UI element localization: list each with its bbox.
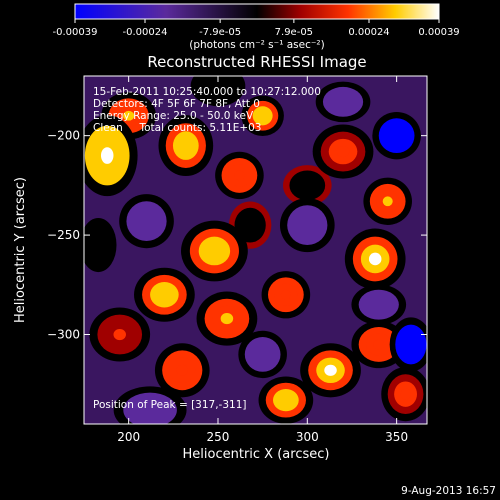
colorbar <box>74 3 440 20</box>
x-tick-label: 350 <box>385 430 408 444</box>
heatmap-source <box>234 170 245 181</box>
heatmap-negative-region <box>378 118 415 154</box>
peak-position-label: Position of Peak = [317,-311] <box>93 399 247 411</box>
x-axis-ticks: 200 250 300 350 <box>117 76 408 444</box>
heatmap-source <box>382 196 393 207</box>
heatmap-source <box>123 110 135 121</box>
heatmap-negative-region <box>84 225 112 265</box>
y-tick-label: −200 <box>47 129 80 143</box>
heatmap-negative-region <box>287 205 328 246</box>
heatmap-negative-region <box>322 86 364 117</box>
y-axis-label: Heliocentric Y (arcsec) <box>13 177 28 323</box>
x-tick-label: 300 <box>296 430 319 444</box>
heatmap-source <box>368 252 382 266</box>
heatmap-source <box>176 364 188 376</box>
heatmap-source <box>336 145 350 158</box>
heatmap-source <box>280 395 292 406</box>
heatmap-source <box>400 388 411 400</box>
colorbar-tick-label: 0.00039 <box>418 27 459 38</box>
heatmap-negative-region <box>289 170 326 201</box>
heatmap-negative-region <box>197 76 239 101</box>
heatmap-source <box>113 328 126 341</box>
annotation-clean: Clean Total counts: 5.11E+03 <box>93 122 262 134</box>
colorbar-tick-label: -7.9e-05 <box>199 27 241 38</box>
heatmap-source <box>180 139 192 152</box>
colorbar-ticks: -0.00039 -0.00024 -7.9e-05 7.9e-05 0.00024 0.… <box>53 19 460 38</box>
heatmap-source <box>373 339 385 350</box>
plot-frame <box>83 75 428 425</box>
heatmap-negative-region <box>234 207 266 243</box>
heatmap-source <box>207 244 222 258</box>
x-axis-label: Heliocentric X (arcsec) <box>183 447 330 462</box>
heatmap-source <box>258 111 268 120</box>
annotation-time: 15-Feb-2011 10:25:40.000 to 10:27:12.000 <box>93 86 321 98</box>
heatmap-source <box>324 364 337 376</box>
annotation-detectors: Detectors: 4F 5F 6F 7F 8F, Att 0 <box>93 98 260 110</box>
heatmap-negative-region <box>395 324 427 365</box>
colorbar-tick-label: 0.00024 <box>348 27 389 38</box>
heatmap-source <box>100 147 114 164</box>
heatmap-negative-region <box>126 201 167 242</box>
chart-title: Reconstructed RHESSI Image <box>147 53 366 71</box>
footer-date: 9-Aug-2013 16:57 <box>401 485 496 497</box>
heatmap-negative-region <box>244 337 281 372</box>
y-tick-label: −300 <box>47 328 80 342</box>
y-tick-label: −250 <box>47 228 80 242</box>
annotation-energy: Energy Range: 25.0 - 50.0 keV <box>93 110 254 122</box>
colorbar-tick-label: 7.9e-05 <box>275 27 313 38</box>
colorbar-tick-label: -0.00024 <box>123 27 168 38</box>
x-tick-label: 200 <box>117 430 140 444</box>
heatmap-source <box>280 289 291 300</box>
heatmap-source <box>220 313 234 325</box>
heatmap-source <box>158 289 171 301</box>
x-tick-label: 250 <box>207 430 230 444</box>
heatmap-negative-region <box>358 289 399 320</box>
colorbar-unit-label: (photons cm⁻² s⁻¹ asec⁻²) <box>189 39 324 51</box>
heatmap-negative-region <box>123 392 177 424</box>
y-axis-ticks: −200 −250 −300 <box>47 129 427 342</box>
colorbar-tick-label: -0.00039 <box>53 27 98 38</box>
heatmap-image <box>84 76 427 424</box>
